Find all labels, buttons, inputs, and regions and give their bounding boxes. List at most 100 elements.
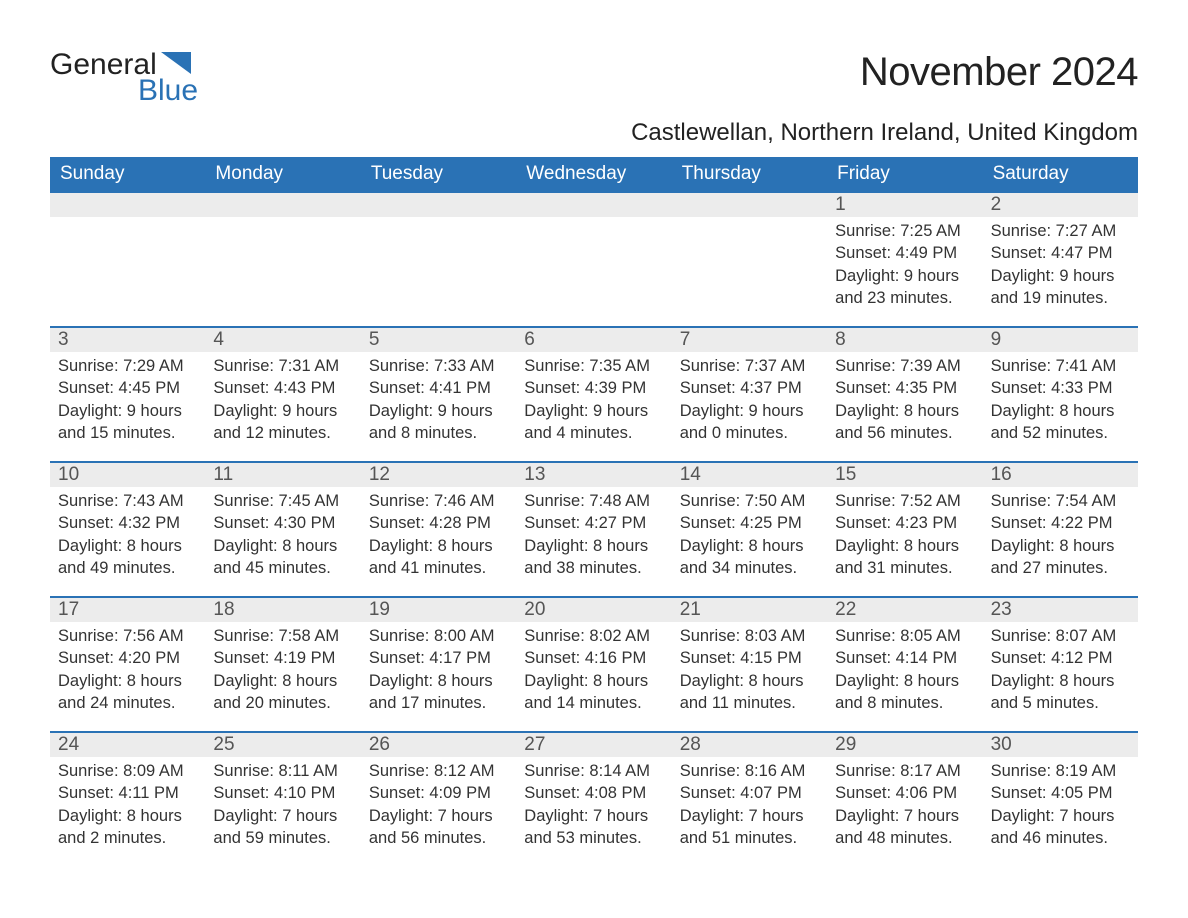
day-number: 7 bbox=[672, 328, 827, 352]
day-sunrise: Sunrise: 7:58 AM bbox=[213, 625, 352, 647]
day-sunrise: Sunrise: 8:05 AM bbox=[835, 625, 974, 647]
day-day2: and 8 minutes. bbox=[835, 692, 974, 714]
empty-day-cell bbox=[361, 191, 516, 326]
day-day1: Daylight: 8 hours bbox=[991, 400, 1130, 422]
day-number: 6 bbox=[516, 328, 671, 352]
day-day2: and 5 minutes. bbox=[991, 692, 1130, 714]
day-cell: 9Sunrise: 7:41 AMSunset: 4:33 PMDaylight… bbox=[983, 326, 1138, 461]
day-day2: and 2 minutes. bbox=[58, 827, 197, 849]
day-day1: Daylight: 8 hours bbox=[369, 535, 508, 557]
day-body: Sunrise: 8:17 AMSunset: 4:06 PMDaylight:… bbox=[827, 757, 982, 849]
empty-daynum-row bbox=[672, 193, 827, 217]
day-number: 25 bbox=[205, 733, 360, 757]
day-cell: 26Sunrise: 8:12 AMSunset: 4:09 PMDayligh… bbox=[361, 731, 516, 866]
day-number: 13 bbox=[516, 463, 671, 487]
day-number: 16 bbox=[983, 463, 1138, 487]
day-body: Sunrise: 7:58 AMSunset: 4:19 PMDaylight:… bbox=[205, 622, 360, 714]
day-cell: 19Sunrise: 8:00 AMSunset: 4:17 PMDayligh… bbox=[361, 596, 516, 731]
day-number: 20 bbox=[516, 598, 671, 622]
day-body: Sunrise: 7:29 AMSunset: 4:45 PMDaylight:… bbox=[50, 352, 205, 444]
day-day2: and 56 minutes. bbox=[369, 827, 508, 849]
day-sunset: Sunset: 4:09 PM bbox=[369, 782, 508, 804]
day-day1: Daylight: 9 hours bbox=[680, 400, 819, 422]
day-body: Sunrise: 7:43 AMSunset: 4:32 PMDaylight:… bbox=[50, 487, 205, 579]
empty-daynum-row bbox=[361, 193, 516, 217]
day-sunrise: Sunrise: 7:33 AM bbox=[369, 355, 508, 377]
day-body: Sunrise: 7:39 AMSunset: 4:35 PMDaylight:… bbox=[827, 352, 982, 444]
day-number: 28 bbox=[672, 733, 827, 757]
day-number: 9 bbox=[983, 328, 1138, 352]
day-cell: 17Sunrise: 7:56 AMSunset: 4:20 PMDayligh… bbox=[50, 596, 205, 731]
day-day1: Daylight: 8 hours bbox=[680, 670, 819, 692]
day-sunset: Sunset: 4:06 PM bbox=[835, 782, 974, 804]
day-sunrise: Sunrise: 7:52 AM bbox=[835, 490, 974, 512]
day-day2: and 56 minutes. bbox=[835, 422, 974, 444]
day-body: Sunrise: 7:31 AMSunset: 4:43 PMDaylight:… bbox=[205, 352, 360, 444]
day-day1: Daylight: 8 hours bbox=[991, 535, 1130, 557]
day-day2: and 53 minutes. bbox=[524, 827, 663, 849]
day-day1: Daylight: 9 hours bbox=[991, 265, 1130, 287]
day-number: 21 bbox=[672, 598, 827, 622]
day-sunset: Sunset: 4:41 PM bbox=[369, 377, 508, 399]
day-day1: Daylight: 8 hours bbox=[835, 400, 974, 422]
day-sunset: Sunset: 4:22 PM bbox=[991, 512, 1130, 534]
day-sunrise: Sunrise: 7:48 AM bbox=[524, 490, 663, 512]
day-sunset: Sunset: 4:49 PM bbox=[835, 242, 974, 264]
day-number: 17 bbox=[50, 598, 205, 622]
day-body: Sunrise: 8:07 AMSunset: 4:12 PMDaylight:… bbox=[983, 622, 1138, 714]
day-day2: and 52 minutes. bbox=[991, 422, 1130, 444]
day-sunset: Sunset: 4:11 PM bbox=[58, 782, 197, 804]
day-day2: and 49 minutes. bbox=[58, 557, 197, 579]
day-sunset: Sunset: 4:17 PM bbox=[369, 647, 508, 669]
day-cell: 24Sunrise: 8:09 AMSunset: 4:11 PMDayligh… bbox=[50, 731, 205, 866]
day-number: 24 bbox=[50, 733, 205, 757]
day-day2: and 12 minutes. bbox=[213, 422, 352, 444]
day-sunrise: Sunrise: 8:07 AM bbox=[991, 625, 1130, 647]
empty-day-cell bbox=[50, 191, 205, 326]
day-number: 27 bbox=[516, 733, 671, 757]
day-day2: and 20 minutes. bbox=[213, 692, 352, 714]
day-number: 18 bbox=[205, 598, 360, 622]
day-body: Sunrise: 8:12 AMSunset: 4:09 PMDaylight:… bbox=[361, 757, 516, 849]
day-sunrise: Sunrise: 7:25 AM bbox=[835, 220, 974, 242]
day-number: 30 bbox=[983, 733, 1138, 757]
day-day1: Daylight: 8 hours bbox=[991, 670, 1130, 692]
day-day2: and 45 minutes. bbox=[213, 557, 352, 579]
day-sunrise: Sunrise: 8:09 AM bbox=[58, 760, 197, 782]
day-sunset: Sunset: 4:32 PM bbox=[58, 512, 197, 534]
day-body: Sunrise: 8:14 AMSunset: 4:08 PMDaylight:… bbox=[516, 757, 671, 849]
day-cell: 10Sunrise: 7:43 AMSunset: 4:32 PMDayligh… bbox=[50, 461, 205, 596]
day-day1: Daylight: 8 hours bbox=[369, 670, 508, 692]
day-number: 3 bbox=[50, 328, 205, 352]
day-sunrise: Sunrise: 8:12 AM bbox=[369, 760, 508, 782]
day-day1: Daylight: 9 hours bbox=[213, 400, 352, 422]
day-sunset: Sunset: 4:37 PM bbox=[680, 377, 819, 399]
empty-day-cell bbox=[205, 191, 360, 326]
day-number: 11 bbox=[205, 463, 360, 487]
day-day2: and 51 minutes. bbox=[680, 827, 819, 849]
weekday-header: Friday bbox=[827, 157, 982, 191]
day-cell: 16Sunrise: 7:54 AMSunset: 4:22 PMDayligh… bbox=[983, 461, 1138, 596]
day-body: Sunrise: 7:37 AMSunset: 4:37 PMDaylight:… bbox=[672, 352, 827, 444]
day-day1: Daylight: 7 hours bbox=[213, 805, 352, 827]
day-day1: Daylight: 7 hours bbox=[524, 805, 663, 827]
day-day1: Daylight: 8 hours bbox=[680, 535, 819, 557]
day-sunset: Sunset: 4:05 PM bbox=[991, 782, 1130, 804]
day-cell: 29Sunrise: 8:17 AMSunset: 4:06 PMDayligh… bbox=[827, 731, 982, 866]
day-day2: and 46 minutes. bbox=[991, 827, 1130, 849]
day-cell: 13Sunrise: 7:48 AMSunset: 4:27 PMDayligh… bbox=[516, 461, 671, 596]
day-day1: Daylight: 8 hours bbox=[58, 535, 197, 557]
day-sunrise: Sunrise: 8:19 AM bbox=[991, 760, 1130, 782]
day-day2: and 31 minutes. bbox=[835, 557, 974, 579]
day-cell: 11Sunrise: 7:45 AMSunset: 4:30 PMDayligh… bbox=[205, 461, 360, 596]
day-sunset: Sunset: 4:28 PM bbox=[369, 512, 508, 534]
day-day1: Daylight: 9 hours bbox=[835, 265, 974, 287]
calendar-grid: SundayMondayTuesdayWednesdayThursdayFrid… bbox=[50, 157, 1138, 866]
day-cell: 2Sunrise: 7:27 AMSunset: 4:47 PMDaylight… bbox=[983, 191, 1138, 326]
day-day2: and 38 minutes. bbox=[524, 557, 663, 579]
month-title: November 2024 bbox=[631, 50, 1138, 95]
day-day1: Daylight: 7 hours bbox=[369, 805, 508, 827]
header: General Blue November 2024 Castlewellan,… bbox=[50, 50, 1138, 157]
day-sunrise: Sunrise: 8:02 AM bbox=[524, 625, 663, 647]
day-sunrise: Sunrise: 7:35 AM bbox=[524, 355, 663, 377]
